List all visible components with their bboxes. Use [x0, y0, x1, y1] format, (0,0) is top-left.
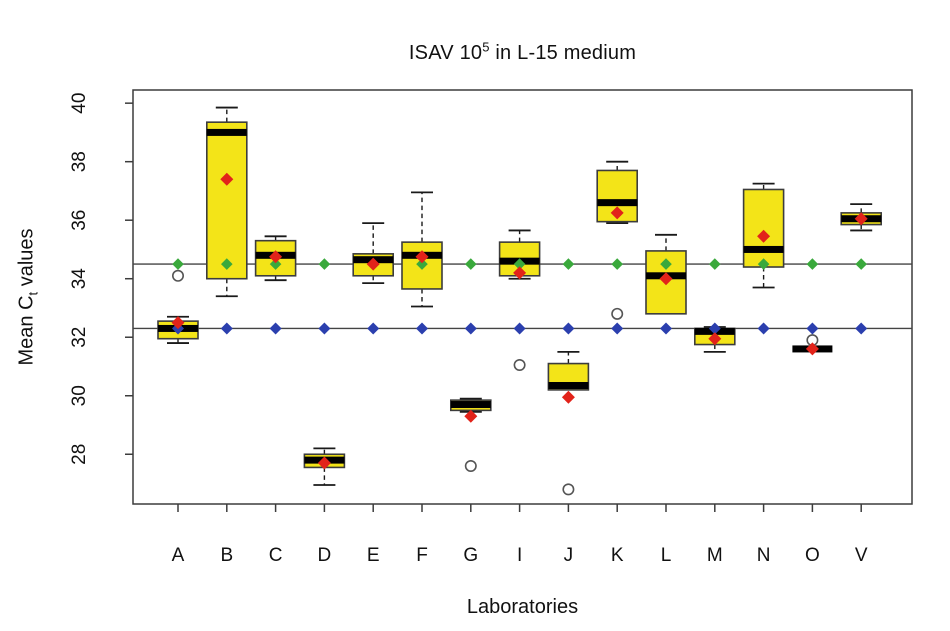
outlier-I-0	[513, 359, 526, 372]
lower-ref-marker-J	[562, 322, 575, 335]
x-tick-label-B: B	[220, 545, 233, 566]
upper-ref-marker-F	[416, 258, 428, 270]
lower-ref-marker-I	[513, 322, 526, 335]
y-tick-label: 32	[69, 327, 90, 348]
chart-title-prefix: ISAV 10	[408, 42, 483, 64]
upper-ref-marker-J	[562, 258, 575, 270]
mean-marker-G	[464, 409, 478, 423]
upper-ref-marker-B	[221, 258, 233, 270]
lower-ref-marker-D	[318, 322, 331, 335]
upper-ref-marker-V	[855, 258, 867, 270]
y-axis-title-subscript: t	[25, 291, 41, 296]
box-G	[449, 397, 492, 472]
mean-marker-C	[269, 250, 283, 264]
mean-marker-E	[366, 257, 380, 271]
x-tick-label-J: J	[564, 545, 574, 566]
upper-ref-marker-N	[757, 258, 770, 270]
mean-marker-J	[561, 390, 575, 404]
outlier-J-0	[562, 483, 575, 496]
mean-marker-O	[805, 342, 819, 356]
lower-ref-marker-F	[416, 322, 428, 335]
x-tick-label-G: G	[463, 545, 478, 566]
median-bar-J	[548, 382, 589, 390]
mean-marker-V	[854, 212, 868, 226]
box-J	[547, 350, 590, 496]
iqr-box-N	[742, 188, 785, 268]
lower-ref-marker-E	[367, 322, 380, 335]
y-tick-label: 38	[69, 151, 90, 172]
lower-ref-marker-L	[660, 322, 672, 335]
lower-ref-marker-B	[220, 322, 233, 335]
upper-ref-marker-O	[806, 258, 819, 270]
upper-ref-marker-D	[318, 258, 331, 270]
chart-title-superscript: 5	[482, 39, 490, 55]
x-tick-label-D: D	[318, 545, 332, 566]
y-tick-label: 36	[69, 210, 90, 231]
x-tick-label-E: E	[367, 545, 380, 566]
lower-ref-marker-M	[708, 322, 721, 335]
y-axis-title: Mean Ct values	[15, 228, 41, 366]
y-tick-label: 28	[69, 444, 90, 465]
lower-ref-marker-O	[806, 322, 819, 335]
x-axis-title: Laboratories	[466, 596, 579, 618]
y-axis: 28 30 32 34 36 38 40	[69, 93, 133, 465]
y-tick-label: 34	[69, 268, 90, 290]
mean-marker-B	[220, 172, 234, 186]
chart-title: ISAV 105 in L-15 medium	[133, 39, 912, 65]
upper-ref-marker-M	[709, 258, 721, 270]
mean-marker-D	[317, 456, 331, 470]
upper-ref-marker-G	[465, 258, 477, 270]
x-tick-label-V: V	[855, 545, 868, 566]
box-B	[206, 106, 248, 298]
plot-area	[132, 89, 913, 505]
upper-ref-marker-A	[172, 258, 184, 270]
lower-ref-marker-G	[464, 322, 477, 335]
outlier-G-0	[464, 459, 477, 472]
lower-ref-marker-K	[611, 322, 624, 335]
y-tick-label: 30	[69, 385, 90, 406]
median-bar-N	[743, 245, 784, 253]
outlier-K-0	[611, 307, 624, 320]
x-tick-label-O: O	[805, 545, 820, 566]
upper-ref-marker-C	[269, 258, 282, 270]
median-bar-G	[450, 401, 491, 409]
chart-title-suffix: in L-15 medium	[489, 42, 637, 64]
x-tick-label-M: M	[707, 545, 723, 566]
upper-ref-marker-I	[513, 258, 526, 270]
lower-ref-marker-C	[269, 322, 282, 335]
mean-marker-L	[659, 272, 673, 286]
x-tick-label-N: N	[757, 545, 771, 566]
median-bar-K	[597, 199, 638, 207]
y-axis-title-prefix: Mean C	[15, 295, 38, 366]
iqr-box-B	[206, 121, 248, 280]
mean-marker-A	[171, 316, 185, 330]
lower-ref-marker-N	[757, 322, 770, 335]
box-N	[742, 182, 785, 289]
median-bar-B	[206, 128, 247, 136]
mean-marker-M	[708, 332, 722, 346]
upper-ref-marker-K	[611, 258, 623, 270]
x-tick-label-A: A	[172, 545, 185, 566]
mean-marker-N	[757, 229, 771, 243]
mean-marker-I	[513, 266, 527, 280]
x-tick-label-C: C	[269, 545, 283, 566]
y-axis-title-suffix: values	[15, 228, 38, 292]
mean-marker-K	[610, 206, 624, 220]
y-tick-label: 40	[69, 93, 90, 114]
iqr-box-F	[401, 241, 443, 290]
x-tick-label-L: L	[661, 545, 672, 566]
x-tick-label-F: F	[416, 545, 428, 566]
upper-ref-marker-L	[660, 258, 672, 270]
x-tick-label-I: I	[517, 545, 522, 566]
outlier-A-0	[172, 269, 185, 282]
x-tick-label-K: K	[611, 545, 624, 566]
mean-marker-F	[415, 250, 429, 264]
lower-ref-marker-V	[855, 322, 868, 335]
